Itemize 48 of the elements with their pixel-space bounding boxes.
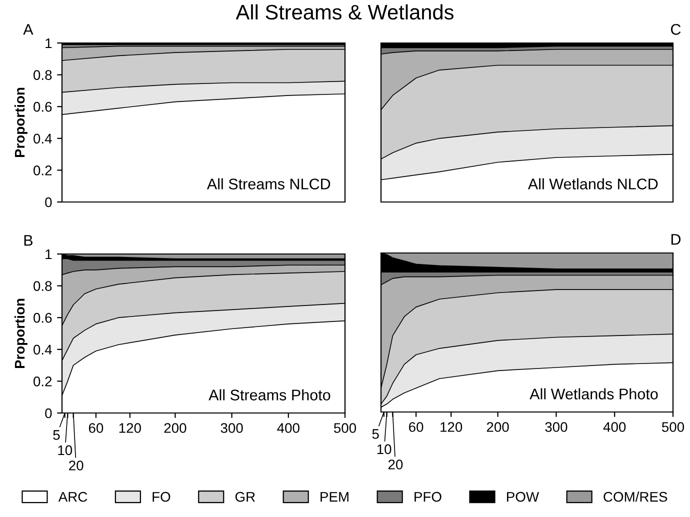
x-tick-label: 200 [164, 423, 186, 433]
y-tick-label: 0.4 [34, 134, 52, 144]
legend-label: COM/RES [604, 492, 668, 502]
legend-label: ARC [58, 492, 88, 502]
x-tick-label: 60 [409, 422, 424, 432]
text: C [671, 24, 681, 35]
y-tick-label: 1 [46, 249, 52, 260]
legend-label: PFO [414, 492, 442, 502]
annotation: All Wetlands Photo [530, 388, 658, 400]
x-tick-label: 120 [119, 423, 141, 433]
y-tick-label: 1 [46, 38, 52, 48]
chart-title: All Streams & Wetlands [236, 4, 454, 20]
annotation: All Wetlands NLCD [528, 178, 658, 190]
y-tick-label: 0.8 [34, 281, 52, 291]
annotation: 5 [372, 429, 379, 439]
y-tick-label: 0.8 [34, 70, 52, 80]
y-tick-label: 0.2 [34, 376, 52, 386]
annotation: 10 [377, 444, 392, 454]
x-tick-label: 300 [545, 422, 568, 432]
x-tick-label: 400 [277, 423, 300, 433]
annotation: 20 [69, 460, 84, 470]
x-tick-label: 400 [603, 422, 626, 432]
y-tick-label: 0 [45, 408, 52, 418]
legend-label: FO [152, 492, 170, 502]
y-axis-title: Proportion [14, 298, 28, 368]
x-tick-label: 500 [662, 422, 684, 432]
legend-label: GR [235, 492, 255, 502]
x-tick-label: 60 [88, 423, 104, 433]
annotation: All Streams Photo [208, 389, 330, 400]
text: A [23, 24, 34, 35]
y-tick-label: 0.6 [34, 102, 52, 112]
x-tick-label: 200 [486, 422, 509, 432]
y-tick-label: 0 [45, 197, 52, 208]
text: B [24, 235, 32, 246]
y-tick-label: 0.2 [34, 166, 52, 176]
legend-label: POW [507, 492, 540, 502]
x-tick-label: 120 [440, 422, 462, 432]
text: D [671, 234, 681, 245]
legend-label: PEM [320, 492, 348, 502]
annotation: 20 [388, 460, 403, 470]
x-tick-label: 500 [334, 423, 356, 433]
annotation: 10 [58, 445, 72, 456]
annotation: All Streams NLCD [206, 178, 330, 190]
annotation: 5 [53, 430, 60, 440]
x-tick-label: 300 [220, 423, 243, 433]
y-tick-label: 0.4 [34, 344, 52, 355]
y-axis-title: Proportion [14, 88, 28, 158]
y-tick-label: 0.6 [34, 312, 52, 323]
